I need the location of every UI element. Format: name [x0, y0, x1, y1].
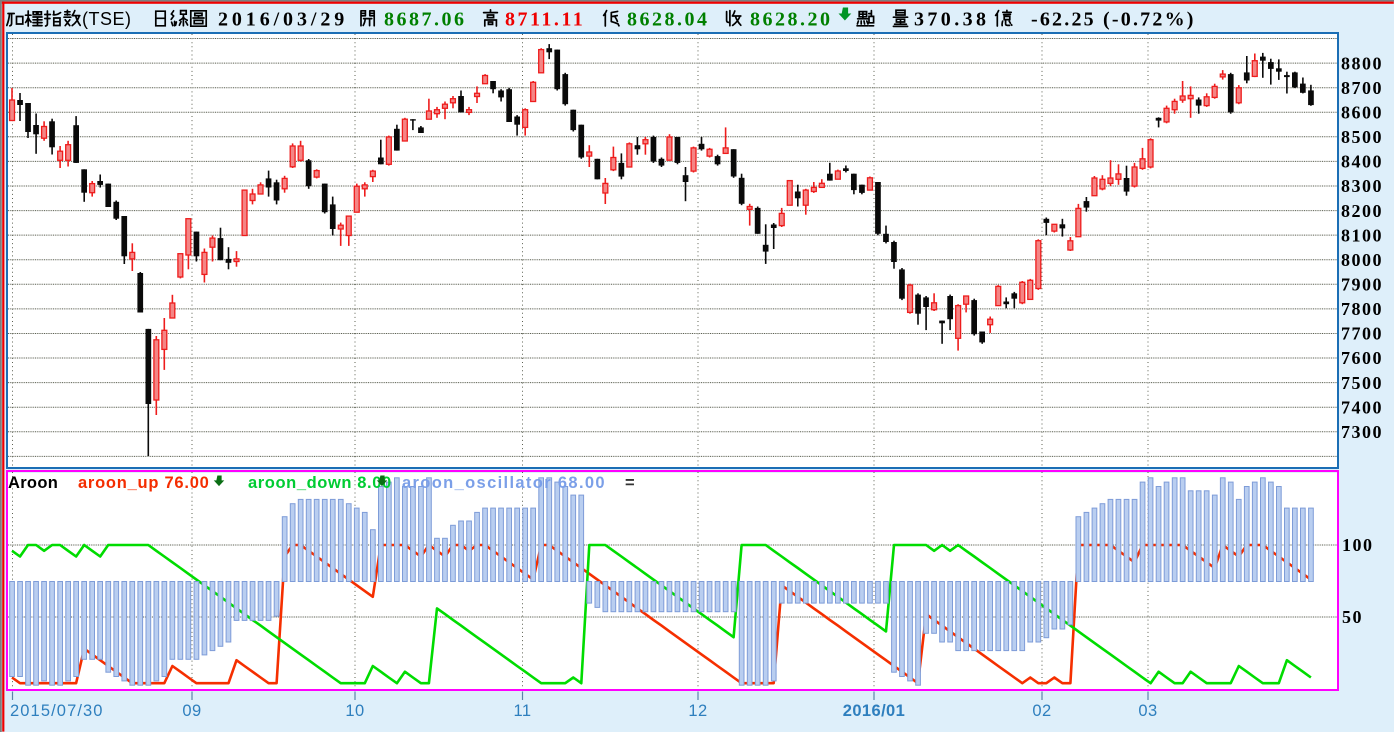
svg-text:8400: 8400 [1341, 152, 1383, 172]
svg-text:11: 11 [514, 702, 532, 720]
svg-text:8628.04: 8628.04 [627, 9, 710, 31]
svg-text:12: 12 [688, 702, 707, 720]
svg-text:8628.20: 8628.20 [750, 9, 833, 31]
svg-text:8700: 8700 [1341, 78, 1383, 98]
svg-text:7300: 7300 [1341, 422, 1383, 442]
svg-text:2015/07/30: 2015/07/30 [10, 702, 104, 720]
svg-text:2016/03/29: 2016/03/29 [218, 9, 348, 31]
svg-text:8500: 8500 [1341, 127, 1383, 147]
svg-text:03: 03 [1138, 702, 1157, 720]
svg-text:7500: 7500 [1341, 373, 1383, 393]
svg-text:aroon_down 8.00: aroon_down 8.00 [248, 474, 392, 492]
svg-text:aroon_oscillator 68.00: aroon_oscillator 68.00 [402, 474, 606, 492]
svg-text:-62.25 (-0.72%): -62.25 (-0.72%) [1031, 9, 1196, 31]
svg-text:=: = [625, 474, 635, 492]
svg-text:370.38: 370.38 [914, 9, 989, 31]
svg-text:8800: 8800 [1341, 53, 1383, 73]
svg-text:02: 02 [1032, 702, 1051, 720]
svg-text:7900: 7900 [1341, 275, 1383, 295]
svg-text:aroon_up 76.00: aroon_up 76.00 [78, 474, 210, 492]
svg-text:100: 100 [1342, 535, 1374, 555]
svg-text:7700: 7700 [1341, 324, 1383, 344]
svg-text:8300: 8300 [1341, 176, 1383, 196]
svg-text:10: 10 [345, 702, 364, 720]
svg-text:8000: 8000 [1341, 250, 1383, 270]
svg-text:8200: 8200 [1341, 201, 1383, 221]
svg-text:7400: 7400 [1341, 397, 1383, 417]
svg-text:2016/01: 2016/01 [843, 702, 905, 720]
svg-text:(TSE): (TSE) [82, 9, 132, 29]
svg-text:09: 09 [182, 702, 201, 720]
svg-text:8687.06: 8687.06 [384, 9, 467, 31]
svg-text:8100: 8100 [1341, 225, 1383, 245]
svg-text:7600: 7600 [1341, 348, 1383, 368]
svg-text:8600: 8600 [1341, 102, 1383, 122]
svg-text:50: 50 [1342, 607, 1363, 627]
svg-text:8711.11: 8711.11 [505, 9, 585, 31]
svg-text:Aroon: Aroon [8, 474, 58, 492]
svg-text:7800: 7800 [1341, 299, 1383, 319]
